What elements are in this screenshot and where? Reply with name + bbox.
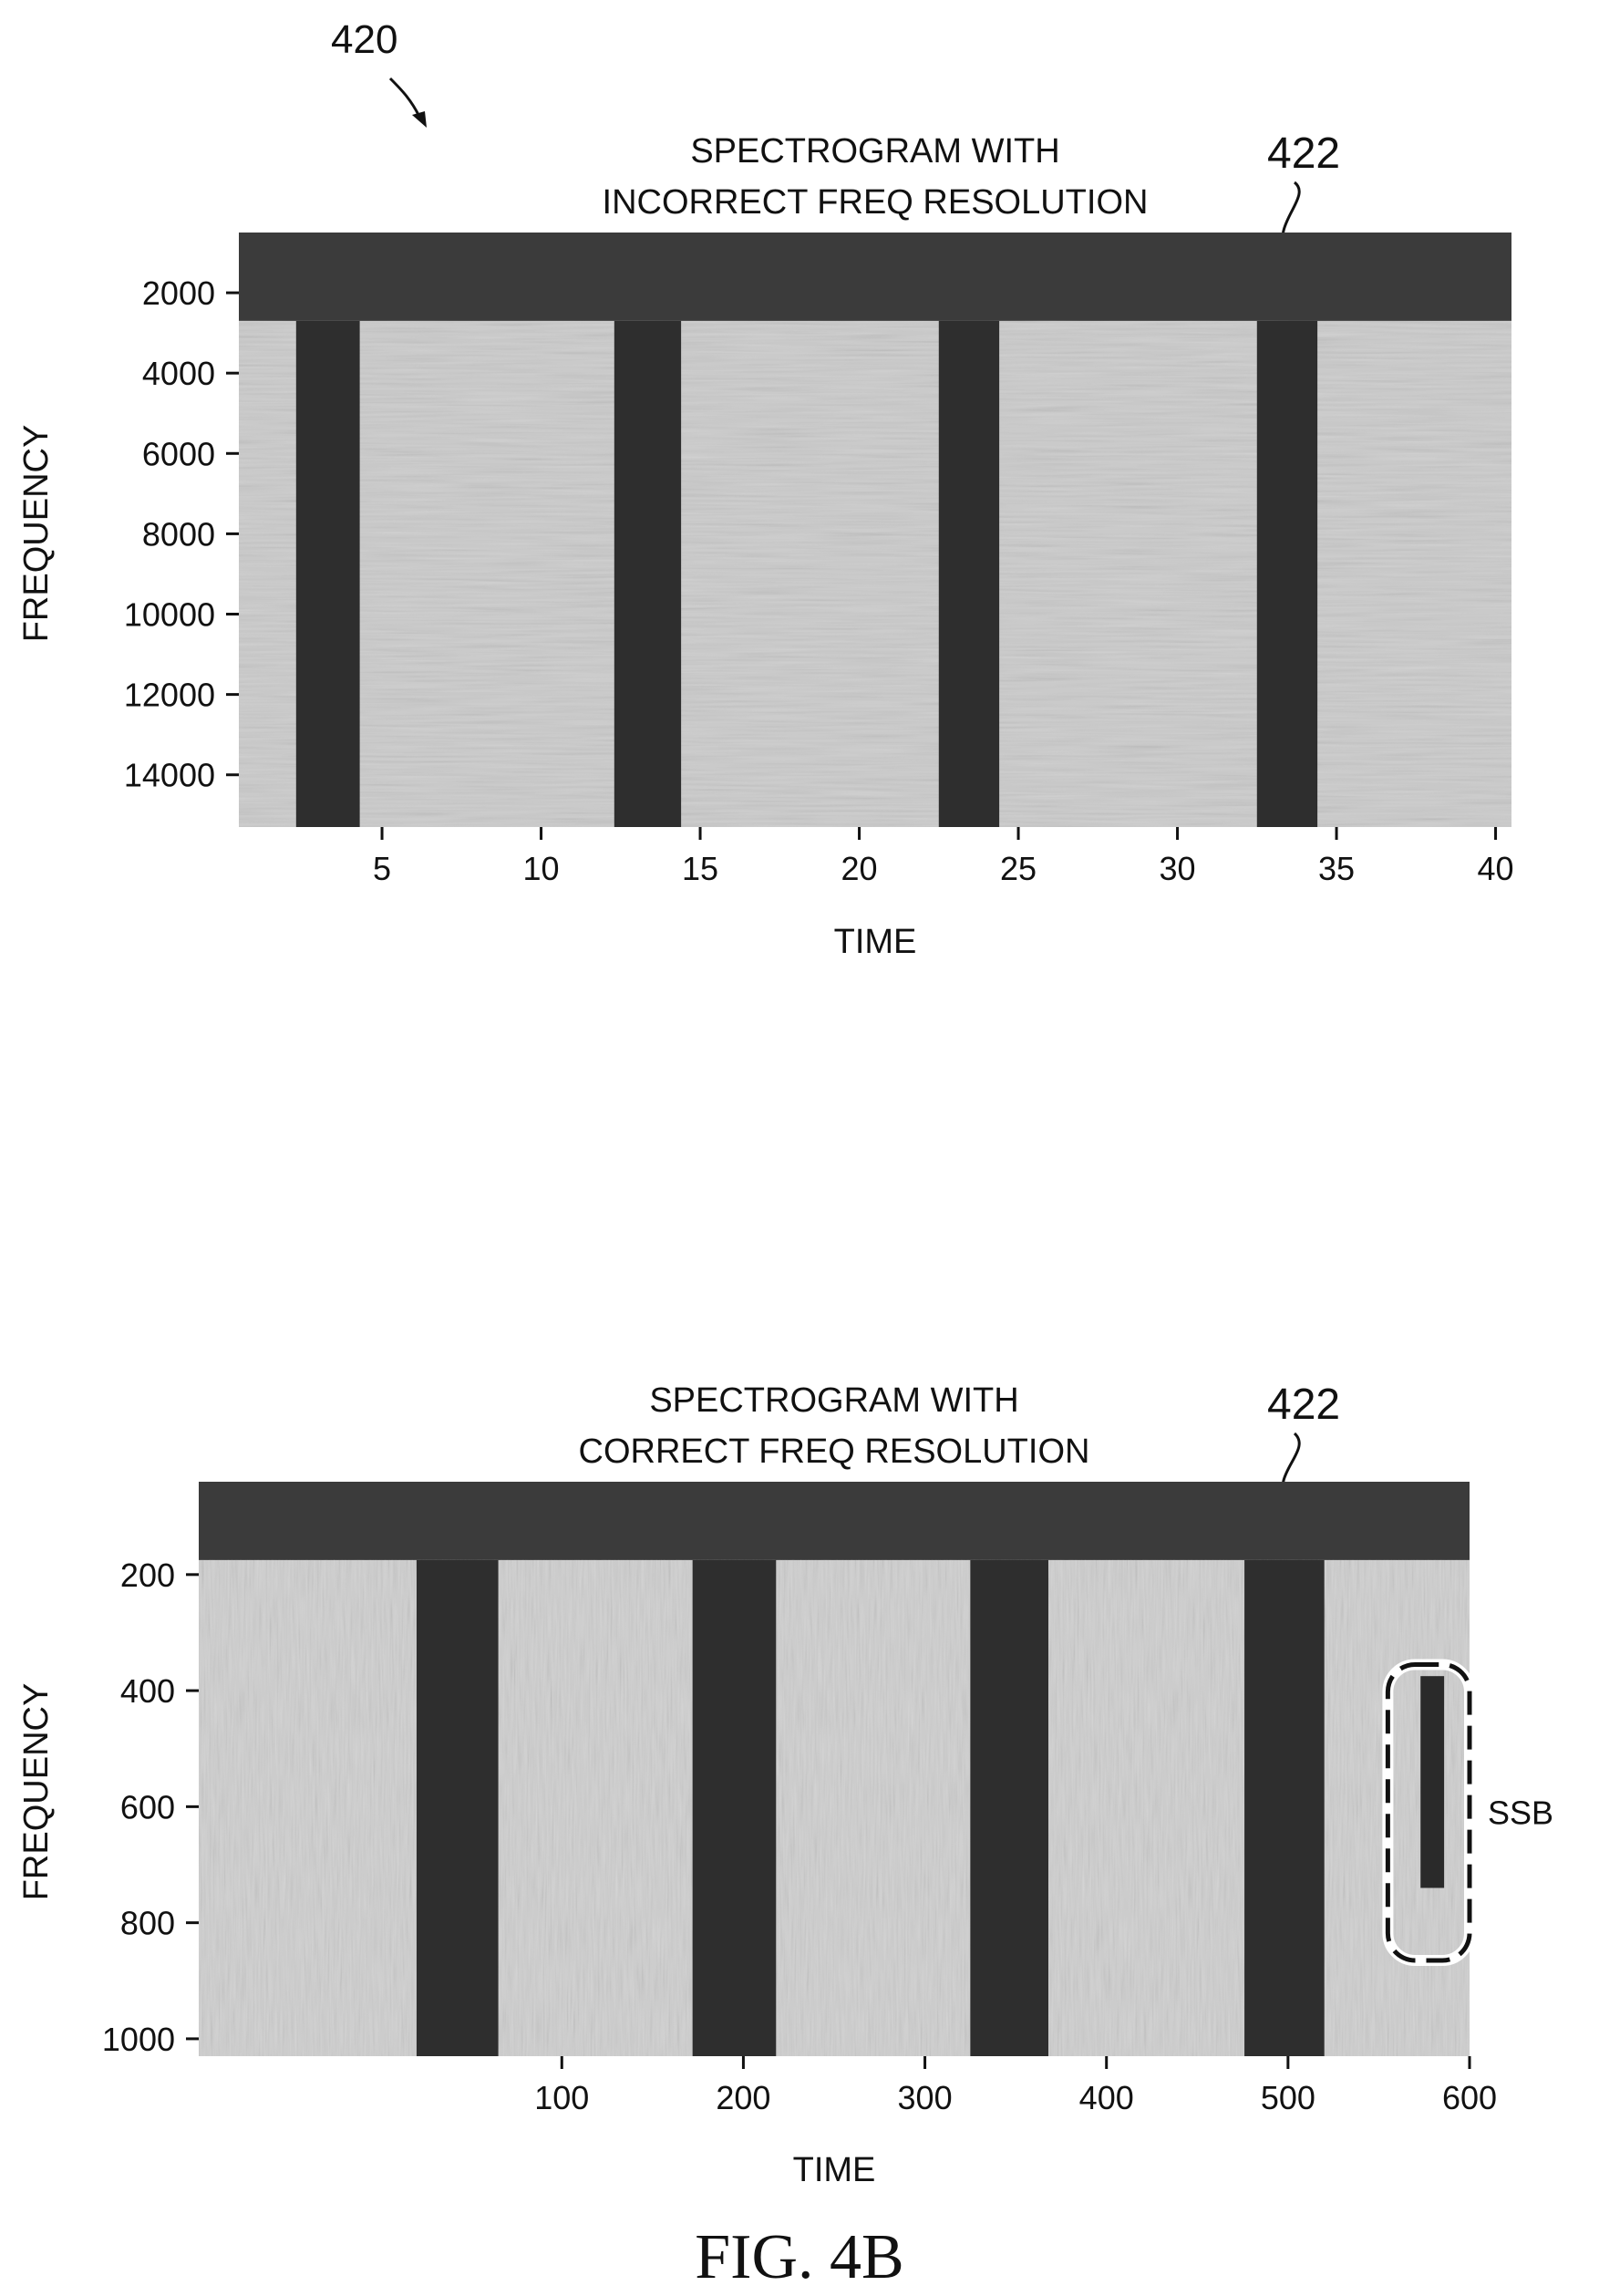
chart2-x-tick-label: 300 (898, 2079, 953, 2116)
chart1-y-axis: 2000 4000 6000 8000 10000 12000 14000 (124, 274, 239, 794)
chart1-y-tick-label: 2000 (142, 274, 215, 312)
ssb-annotation: SSB (1382, 1659, 1553, 1967)
chart2-dark-band-4 (1244, 1559, 1325, 2056)
chart2-dark-band-2 (692, 1559, 777, 2056)
chart2-y-tick-label: 400 (120, 1672, 175, 1710)
chart2-y-tick-label: 800 (120, 1905, 175, 1942)
chart2-x-tick-label: 600 (1442, 2079, 1497, 2116)
spectrogram-chart-incorrect: SPECTROGRAM WITH INCORRECT FREQ RESOLUTI… (17, 129, 1514, 961)
chart1-y-tick-label: 4000 (142, 355, 215, 392)
chart1-y-tick-label: 6000 (142, 435, 215, 472)
chart2-x-axis-label: TIME (793, 2151, 876, 2189)
figure-ref-arrowhead (412, 111, 427, 128)
chart1-x-tick-label: 35 (1318, 850, 1355, 887)
chart1-dark-band-4 (1256, 320, 1318, 827)
ssb-dashed-box (1385, 1661, 1472, 1963)
chart1-x-axis: 5 10 15 20 25 30 35 40 (373, 827, 1514, 887)
chart1-y-tick-label: 14000 (124, 757, 215, 794)
chart1-x-tick-label: 25 (1000, 850, 1037, 887)
chart1-title: SPECTROGRAM WITH (690, 132, 1059, 171)
figure-ref-number: 420 (331, 17, 397, 62)
chart1-y-axis-label: FREQUENCY (17, 425, 56, 643)
chart2-x-tick-label: 400 (1079, 2079, 1134, 2116)
chart1-x-tick-label: 15 (682, 850, 718, 887)
chart2-x-tick-label: 200 (716, 2079, 770, 2116)
chart1-x-tick-label: 10 (523, 850, 560, 887)
chart1-x-tick-label: 40 (1478, 850, 1514, 887)
chart1-subtitle: INCORRECT FREQ RESOLUTION (603, 183, 1149, 222)
chart2-x-tick-label: 100 (534, 2079, 589, 2116)
chart2-y-axis-label: FREQUENCY (17, 1683, 56, 1901)
spectrogram-chart-correct: SPECTROGRAM WITH CORRECT FREQ RESOLUTION… (17, 1381, 1553, 2189)
chart2-y-tick-label: 200 (120, 1557, 175, 1594)
chart2-dark-band-3 (970, 1559, 1048, 2056)
chart2-ref-label: 422 (1267, 1381, 1340, 1429)
chart1-signal-texture (239, 320, 1511, 827)
chart2-x-tick-label: 500 (1261, 2079, 1315, 2116)
chart1-dark-band-1 (295, 320, 360, 827)
chart2-title: SPECTROGRAM WITH (649, 1381, 1018, 1420)
chart2-y-axis: 200 400 600 800 1000 (102, 1557, 199, 2058)
chart2-x-axis: 100 200 300 400 500 600 (534, 2056, 1497, 2116)
chart1-plot-area (239, 233, 1511, 827)
chart1-y-tick-label: 12000 (124, 677, 215, 714)
chart2-y-tick-label: 600 (120, 1788, 175, 1825)
chart2-y-tick-label: 1000 (102, 2021, 175, 2058)
chart1-x-tick-label: 5 (373, 850, 391, 887)
chart1-x-axis-label: TIME (834, 923, 917, 961)
chart2-plot-area (199, 1482, 1470, 2056)
chart1-ref-label: 422 (1267, 129, 1340, 178)
chart1-x-tick-label: 20 (841, 850, 878, 887)
chart1-dark-band-3 (938, 320, 1000, 827)
figure-caption: FIG. 4B (695, 2222, 903, 2292)
ssb-label: SSB (1488, 1794, 1553, 1832)
chart1-x-tick-label: 30 (1160, 850, 1196, 887)
chart2-subtitle: CORRECT FREQ RESOLUTION (579, 1432, 1090, 1471)
chart2-dark-band-1 (416, 1559, 499, 2056)
chart1-y-tick-label: 8000 (142, 515, 215, 553)
chart1-dark-band-2 (614, 320, 682, 827)
ssb-burst (1420, 1676, 1445, 1888)
chart1-y-tick-label: 10000 (124, 596, 215, 634)
